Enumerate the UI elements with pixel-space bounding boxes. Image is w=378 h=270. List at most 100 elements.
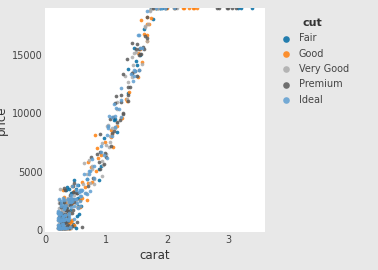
Ideal	[67, 225, 73, 229]
Good	[64, 225, 70, 230]
Fair	[64, 205, 70, 210]
Fair	[73, 225, 79, 230]
Premium	[56, 225, 62, 230]
Premium	[58, 211, 64, 216]
Ideal	[106, 114, 112, 118]
Good	[76, 205, 82, 210]
Ideal	[91, 164, 97, 168]
Fair	[67, 219, 73, 224]
Very Good	[87, 157, 93, 162]
Ideal	[105, 126, 111, 131]
Very Good	[59, 209, 65, 213]
Ideal	[98, 150, 104, 154]
Good	[57, 214, 64, 218]
Premium	[66, 225, 72, 230]
Ideal	[98, 143, 104, 148]
Very Good	[54, 225, 60, 230]
Very Good	[57, 200, 64, 205]
Good	[164, 6, 170, 10]
Fair	[137, 53, 143, 57]
Ideal	[104, 156, 110, 160]
Ideal	[73, 197, 79, 201]
Good	[109, 131, 115, 136]
Fair	[63, 187, 69, 192]
Very Good	[162, 6, 168, 10]
Premium	[124, 57, 130, 61]
Premium	[108, 143, 114, 148]
Ideal	[66, 200, 72, 204]
Premium	[74, 220, 80, 224]
Premium	[58, 216, 64, 220]
Ideal	[58, 225, 64, 230]
Very Good	[57, 210, 64, 215]
Very Good	[65, 225, 71, 230]
Ideal	[139, 46, 145, 50]
Ideal	[132, 68, 138, 73]
Ideal	[56, 197, 62, 201]
Premium	[110, 115, 116, 120]
Ideal	[101, 153, 107, 157]
Ideal	[77, 199, 83, 203]
Very Good	[63, 225, 69, 230]
Very Good	[133, 50, 139, 54]
Very Good	[57, 219, 63, 223]
Very Good	[59, 212, 65, 216]
Premium	[113, 94, 119, 99]
Ideal	[86, 172, 92, 176]
Ideal	[68, 184, 74, 188]
Ideal	[112, 114, 118, 119]
Fair	[71, 224, 77, 228]
Premium	[62, 213, 68, 217]
Ideal	[111, 102, 117, 106]
Good	[119, 116, 125, 120]
Ideal	[57, 212, 64, 216]
Fair	[148, 6, 154, 10]
Ideal	[68, 197, 74, 201]
Premium	[96, 160, 102, 164]
Premium	[57, 214, 63, 218]
Very Good	[57, 217, 63, 221]
Premium	[70, 184, 76, 188]
Ideal	[162, 6, 168, 10]
Premium	[60, 215, 66, 219]
Very Good	[144, 39, 150, 43]
Very Good	[114, 121, 120, 125]
Premium	[125, 93, 131, 97]
Premium	[65, 222, 71, 227]
Very Good	[59, 208, 65, 212]
Ideal	[136, 68, 142, 72]
Good	[94, 156, 101, 160]
Very Good	[57, 210, 63, 214]
Fair	[70, 222, 76, 226]
Good	[69, 200, 75, 205]
Ideal	[77, 204, 84, 208]
Fair	[98, 164, 104, 168]
Good	[64, 225, 70, 230]
Ideal	[78, 189, 84, 193]
Premium	[94, 152, 100, 157]
Ideal	[113, 106, 119, 110]
Ideal	[56, 210, 62, 214]
Ideal	[87, 189, 93, 194]
Ideal	[71, 204, 77, 208]
Good	[64, 218, 70, 223]
Premium	[74, 191, 80, 195]
Ideal	[118, 115, 124, 119]
Very Good	[112, 126, 118, 130]
Good	[114, 124, 120, 128]
Ideal	[55, 208, 61, 213]
Fair	[159, 6, 165, 10]
Good	[62, 225, 68, 230]
Good	[62, 205, 68, 210]
Fair	[73, 197, 79, 201]
Premium	[114, 120, 120, 124]
Good	[65, 209, 71, 214]
Fair	[61, 201, 67, 205]
Ideal	[55, 211, 61, 215]
Ideal	[62, 204, 68, 209]
Very Good	[99, 158, 105, 163]
Good	[60, 207, 66, 211]
Good	[110, 145, 116, 149]
Ideal	[57, 218, 63, 223]
Premium	[61, 214, 67, 219]
